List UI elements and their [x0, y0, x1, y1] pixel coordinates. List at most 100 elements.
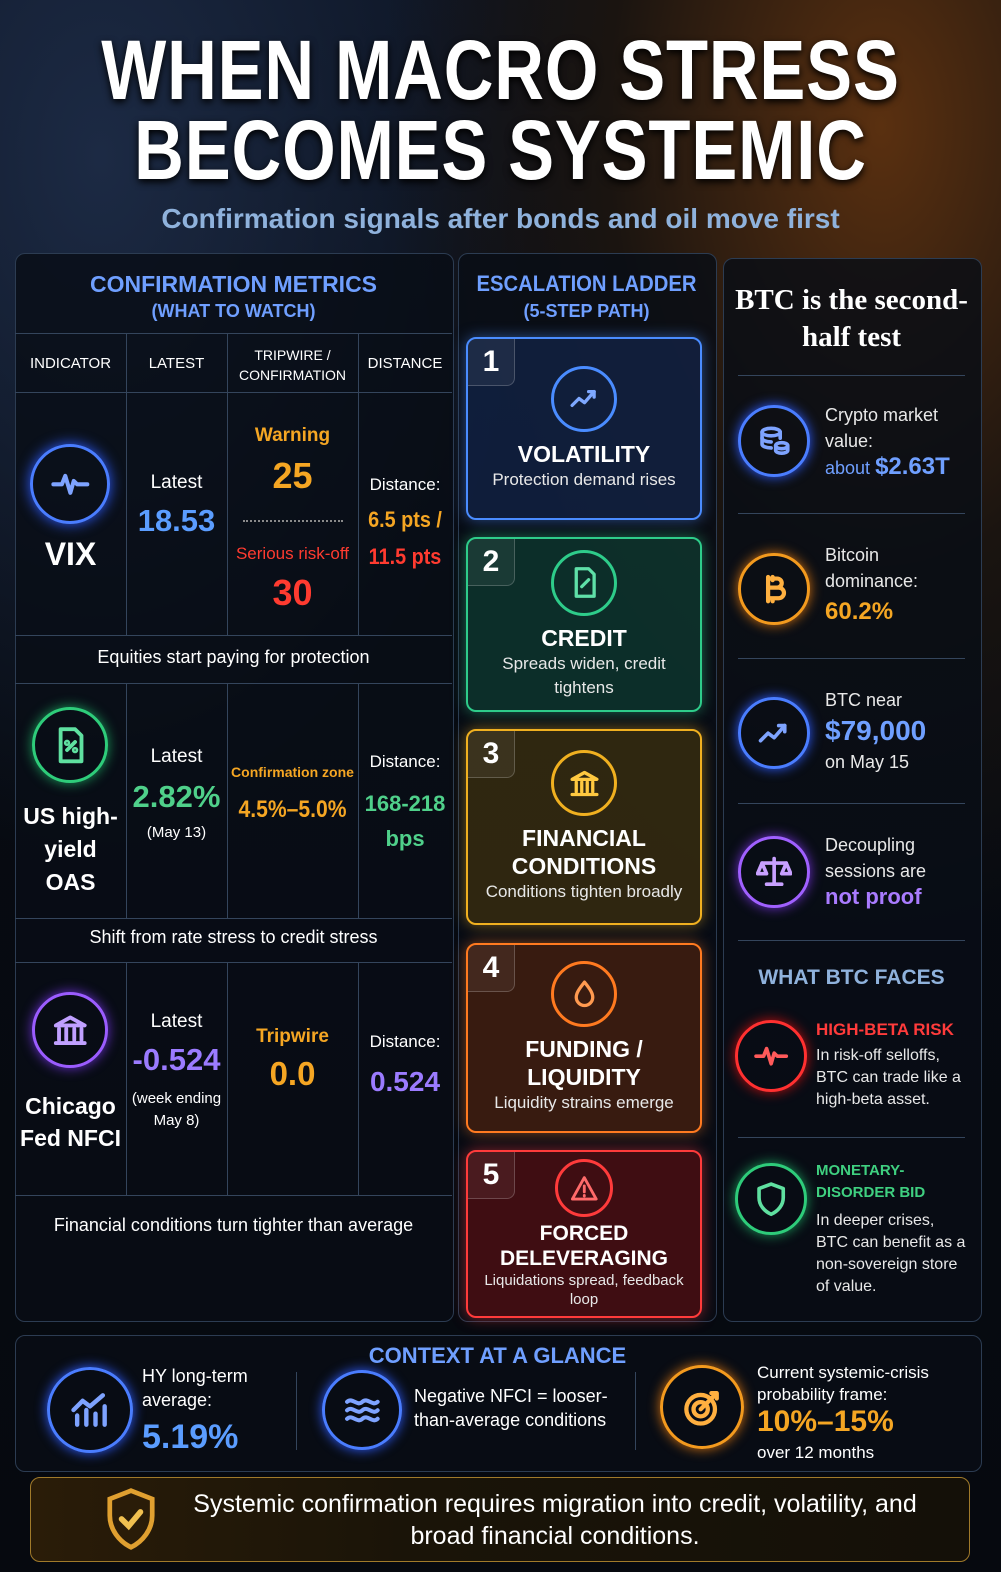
rule [738, 1137, 965, 1138]
tripwire-value: 4.5%–5.0% [238, 796, 347, 823]
separator [243, 520, 343, 522]
section-subtitle: (WHAT TO WATCH) [151, 301, 316, 321]
item-text: BTC near [825, 690, 903, 710]
footer-panel [30, 1477, 970, 1562]
btc-item: Bitcoin dominance: 60.2% [825, 542, 975, 630]
step-text: Liquidity strains emerge [494, 1093, 674, 1112]
column-header: DISTANCE [367, 355, 443, 372]
rule [15, 392, 452, 393]
icon [551, 365, 617, 432]
item-text: Decoupling sessions are [825, 835, 927, 881]
section-title: BTC is the second-half test [735, 284, 968, 353]
tripwire-value: 30 [272, 572, 313, 613]
icon [738, 553, 810, 625]
step-title: FUNDING / LIQUIDITY [525, 1036, 643, 1090]
column-header: LATEST [148, 355, 205, 372]
item-value: 60.2% [825, 598, 894, 625]
icon [738, 405, 810, 477]
section-title: WHAT BTC FACES [758, 966, 945, 989]
tripwire-label: Serious risk-off [235, 544, 350, 563]
item-suffix: on May 15 [825, 752, 910, 772]
btc-item: Crypto market value: about $2.63T [825, 402, 975, 481]
rule [358, 683, 359, 918]
rule [358, 333, 359, 635]
item-prefix: about [825, 458, 871, 478]
tripwire-value: 0.0 [269, 1055, 316, 1092]
section-subtitle: (5-STEP PATH) [523, 301, 650, 321]
shield-icon [107, 1488, 155, 1550]
context-panel [15, 1335, 982, 1472]
ladder-step: 3 FINANCIAL CONDITIONS Conditions tighte… [466, 729, 702, 925]
column-header: INDICATOR [29, 355, 112, 372]
latest-date: (May 13) [146, 824, 207, 841]
rule [227, 962, 228, 1195]
icon [738, 697, 810, 769]
step-title: FINANCIAL CONDITIONS [511, 825, 657, 879]
footer-text: Systemic confirmation requires migration… [193, 1490, 917, 1550]
latest-label: Latest [150, 1011, 203, 1032]
rule [738, 803, 965, 804]
context-value: 10%–15% [757, 1405, 894, 1438]
latest-value: 18.53 [137, 503, 216, 538]
context-suffix: over 12 months [757, 1443, 875, 1462]
icon [47, 1367, 133, 1453]
latest-label: Latest [150, 472, 203, 493]
distance-label: Distance: [369, 1032, 441, 1051]
latest-value: 2.82% [132, 779, 221, 814]
row-note: Shift from rate stress to credit stress [89, 927, 378, 947]
tripwire-label: Warning [254, 425, 331, 446]
item-value: $79,000 [825, 715, 927, 746]
ladder-step: 1 VOLATILITY Protection demand rises [466, 337, 702, 520]
icon [738, 836, 810, 908]
rule [738, 375, 965, 376]
step-text: Conditions tighten broadly [485, 882, 683, 901]
step-number: 5 [468, 1152, 515, 1199]
step-number: 4 [468, 945, 515, 992]
rule [738, 658, 965, 659]
item-value: $2.63T [875, 453, 950, 480]
distance-value: 11.5 pts [368, 544, 442, 569]
icon [32, 707, 108, 783]
step-number: 1 [468, 339, 515, 386]
rule [126, 683, 127, 918]
latest-value: -0.524 [132, 1042, 221, 1077]
tripwire-label: Confirmation zone [231, 764, 354, 780]
rule [358, 962, 359, 1195]
subtitle: Confirmation signals after bonds and oil… [161, 203, 840, 234]
rule [15, 1195, 452, 1196]
btc-item: BTC near $79,000 on May 15 [825, 687, 975, 775]
step-title: FORCED DELEVERAGING [499, 1222, 669, 1270]
step-number: 2 [468, 539, 515, 586]
distance-value: 168-218 bps [364, 791, 446, 851]
section-title: CONTEXT AT A GLANCE [368, 1343, 627, 1368]
tripwire-value: 25 [272, 455, 313, 496]
title-line: WHEN MACRO STRESS [101, 23, 900, 117]
row-note: Financial conditions turn tighter than a… [53, 1215, 414, 1235]
row-note: Equities start paying for protection [97, 647, 370, 667]
icon [551, 750, 617, 816]
metrics-panel [15, 253, 454, 1322]
face-text: In deeper crises, BTC can benefit as a n… [816, 1212, 966, 1295]
rule [227, 683, 228, 918]
latest-date: (week ending May 8) [131, 1090, 222, 1129]
rule [15, 918, 452, 919]
distance-value: 0.524 [369, 1066, 441, 1097]
icon [735, 1163, 807, 1235]
icon [551, 549, 617, 616]
distance-label: Distance: [369, 752, 441, 771]
section-title: ESCALATION LADDER [476, 271, 697, 296]
context-value: 5.19% [142, 1418, 239, 1456]
icon [551, 961, 617, 1027]
distance-label: Distance: [369, 475, 441, 494]
context-text: Negative NFCI = looser-than-average cond… [414, 1386, 608, 1430]
rule [15, 962, 452, 963]
icon [322, 1370, 402, 1450]
rule [227, 333, 228, 635]
ladder-step: 2 CREDIT Spreads widen, credit tightens [466, 537, 702, 712]
step-title: VOLATILITY [517, 440, 651, 467]
step-text: Liquidations spread, feedback loop [484, 1272, 684, 1308]
icon [555, 1159, 613, 1217]
icon [660, 1365, 744, 1449]
